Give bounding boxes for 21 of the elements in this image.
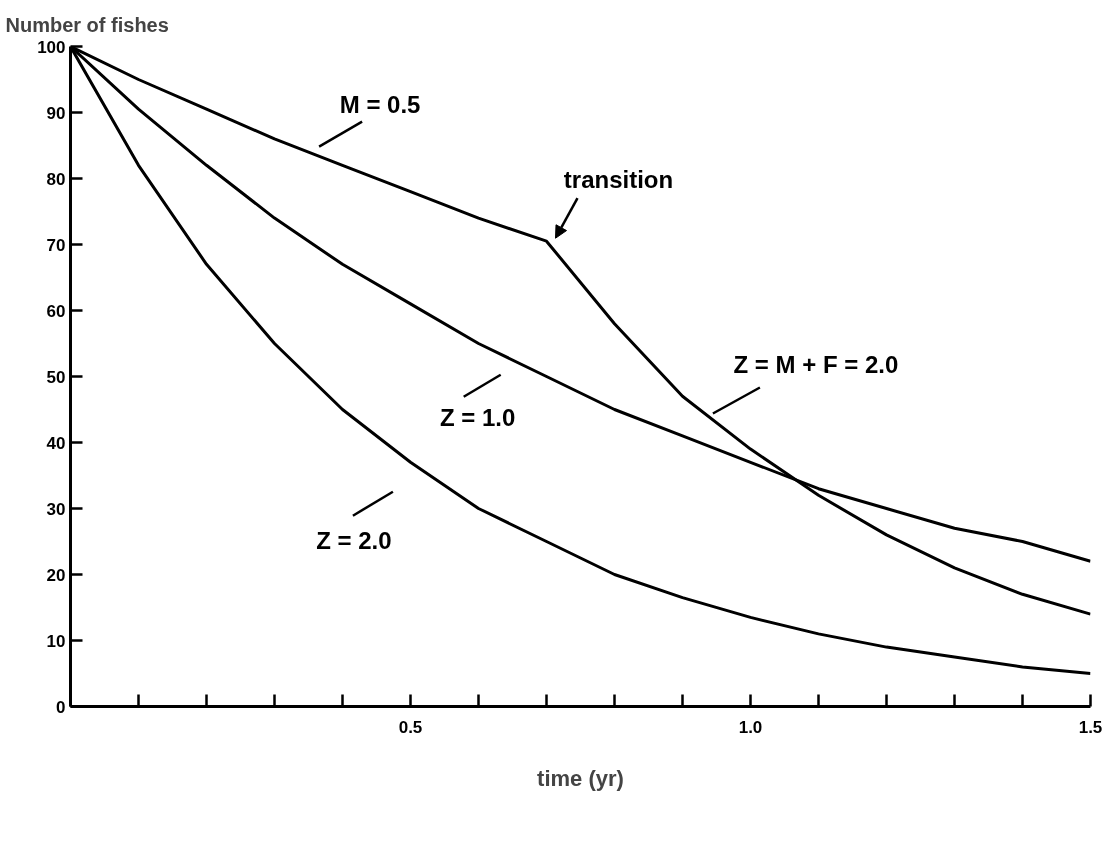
y-tick-label: 30 (46, 499, 66, 519)
y-tick-label: 40 (46, 433, 66, 453)
annotation: Z = M + F = 2.0 (733, 351, 899, 378)
annotation: Z = 1.0 (440, 404, 516, 432)
y-tick-label: 10 (46, 631, 66, 651)
y-tick-label: 90 (46, 103, 66, 123)
y-tick-label: 50 (46, 367, 66, 387)
y-tick-label: 60 (46, 301, 66, 321)
y-axis-title: Number of fishes (5, 13, 169, 36)
annotation: Z = 2.0 (316, 527, 392, 555)
x-tick-label: 1.0 (738, 717, 763, 737)
y-tick-label: 0 (56, 697, 66, 717)
x-tick-label: 0.5 (398, 717, 423, 737)
y-tick-label: 20 (46, 565, 66, 585)
y-tick-label: 100 (37, 37, 66, 57)
x-tick-label: 1.5 (1078, 717, 1103, 737)
annotation: transition (563, 165, 674, 193)
annotation: M = 0.5 (339, 91, 421, 119)
x-axis-title: time (yr) (537, 765, 624, 791)
y-tick-label: 80 (46, 169, 66, 189)
y-tick-label: 70 (46, 235, 66, 255)
